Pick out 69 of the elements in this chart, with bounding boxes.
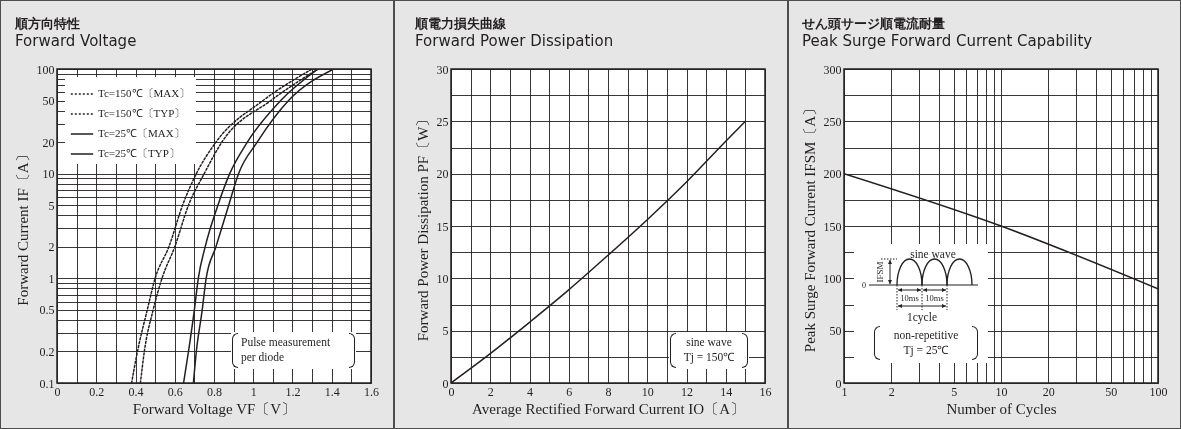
x-tick-label: 0.6 [167, 384, 183, 399]
x-tick-label: 5 [951, 384, 958, 399]
annotation: sine wave [910, 248, 956, 260]
x-tick-label: 16 [759, 384, 772, 399]
chart-title: せん頭サージ順電流耐量 [801, 16, 945, 31]
y-tick-label: 5 [48, 198, 55, 213]
y-tick-label: 10 [42, 167, 55, 182]
y-tick-label: 150 [823, 219, 842, 234]
y-tick-label: 100 [823, 271, 842, 286]
x-axis-title: Forward Voltage VF〔V〕 [132, 400, 297, 417]
x-tick-label: 20 [1042, 384, 1055, 399]
y-tick-label: 5 [442, 324, 449, 339]
y-tick-label: 50 [829, 324, 842, 339]
y-tick-label: 20 [42, 135, 55, 150]
legend-label: Tc=150℃〔TYP〕 [98, 107, 186, 119]
x-tick-label: 8 [605, 384, 612, 399]
y-tick-label: 300 [823, 62, 842, 77]
legend-label: Tc=25℃〔MAX〕 [98, 127, 185, 139]
x-tick-label: 100 [1149, 384, 1168, 399]
legend-label: Tc=150℃〔MAX〕 [98, 87, 191, 99]
x-tick-label: 1.6 [364, 384, 379, 399]
x-tick-label: 1.4 [324, 384, 340, 399]
x-tick-label: 0.2 [89, 384, 105, 399]
y-tick-label: 0.1 [39, 376, 55, 391]
x-tick-label: 6 [566, 384, 573, 399]
y-tick-label: 2 [48, 240, 55, 255]
x-tick-label: 10 [995, 384, 1008, 399]
x-tick-label: 1.2 [285, 384, 301, 399]
x-tick-label: 0.4 [128, 384, 144, 399]
annotation: 1cycle [906, 311, 938, 324]
x-axis-title: Average Rectified Forward Current IO〔A〕 [472, 400, 745, 417]
y-tick-label: 50 [42, 94, 55, 109]
y-tick-label: 20 [436, 167, 449, 182]
chart-title: 順電力損失曲線 [414, 16, 507, 31]
chart-subtitle: Forward Power Dissipation [415, 32, 614, 50]
y-tick-label: 200 [823, 167, 842, 182]
y-axis-title: Peak Surge Forward Current IFSM〔A〕 [801, 100, 818, 353]
x-tick-label: 50 [1105, 384, 1118, 399]
y-tick-label: 250 [823, 114, 842, 129]
chart-subtitle: Peak Surge Forward Current Capability [802, 32, 1093, 50]
annotation: IFSM [875, 261, 885, 283]
annotation: 10ms [925, 293, 944, 303]
y-tick-label: 0.5 [39, 303, 55, 318]
annotation: 0 [862, 281, 866, 290]
y-tick-label: 30 [436, 62, 449, 77]
y-tick-label: 10 [436, 271, 449, 286]
annotation: 10ms [900, 293, 919, 303]
x-tick-label: 4 [527, 384, 533, 399]
x-tick-label: 1 [250, 384, 257, 399]
y-tick-label: 100 [36, 62, 55, 77]
y-tick-label: 15 [436, 219, 449, 234]
y-tick-label: 1 [48, 271, 55, 286]
y-axis-title: Forward Current IF〔A〕 [14, 147, 31, 306]
x-axis-title: Number of Cycles [946, 400, 1057, 417]
annotation: sine wave Tj = 150℃ [669, 332, 749, 369]
annotation: non-repetitive Tj = 25℃ [873, 325, 979, 361]
x-tick-label: 2 [487, 384, 494, 399]
chart-subtitle: Forward Voltage [15, 32, 137, 50]
y-tick-label: 25 [436, 114, 449, 129]
x-tick-label: 14 [720, 384, 733, 399]
legend-label: Tc=25℃〔TYP〕 [98, 147, 180, 159]
x-tick-label: 2 [888, 384, 895, 399]
x-tick-label: 12 [681, 384, 693, 399]
annotation: Pulse measurement per diode [231, 332, 356, 369]
x-tick-label: 0.8 [207, 384, 222, 399]
y-axis-title: Forward Power Dissipation PF〔W〕 [414, 111, 431, 342]
chart-title: 順方向特性 [14, 16, 80, 31]
x-tick-label: 10 [641, 384, 654, 399]
y-tick-label: 0.2 [39, 344, 55, 359]
